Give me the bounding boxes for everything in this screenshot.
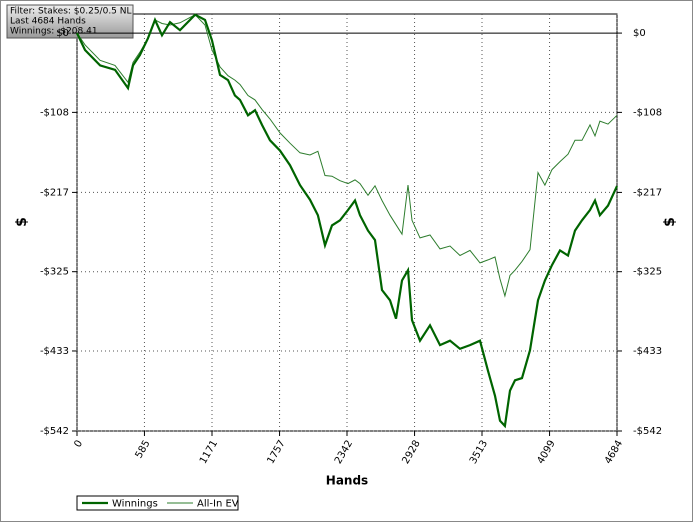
y2-tick-label: $0 — [633, 28, 646, 39]
info-box: Filter: Stakes: $0.25/0.5 NL Last 4684 H… — [6, 4, 134, 39]
y2-tick-label: -$325 — [633, 267, 662, 278]
y-tick-label: -$217 — [40, 187, 69, 198]
y-tick-label: -$433 — [40, 346, 69, 357]
x-tick-label: 1171 — [198, 439, 220, 467]
info-line: Filter: Stakes: $0.25/0.5 NL — [10, 7, 132, 17]
x-tick-label: 4099 — [536, 439, 558, 467]
y-tick-label: -$325 — [40, 267, 69, 278]
y-tick-label: -$542 — [40, 426, 69, 437]
y2-tick-label: -$108 — [633, 107, 662, 118]
y2-tick-label: -$542 — [633, 426, 662, 437]
legend-label: Winnings — [112, 499, 158, 510]
legend-label: All-In EV — [197, 499, 239, 510]
x-tick-label: 2342 — [333, 439, 355, 467]
x-tick-label: 2928 — [401, 439, 423, 467]
y-tick-label: -$108 — [40, 107, 69, 118]
x-tick-label: 4684 — [603, 439, 625, 467]
x-tick-label: 3513 — [468, 439, 490, 467]
y-axis-label: $ — [14, 217, 30, 227]
x-tick-label: 0 — [72, 439, 85, 450]
info-line: Last 4684 Hands — [10, 17, 86, 27]
x-axis-label: Hands — [326, 474, 368, 488]
y2-axis-label: $ — [662, 217, 678, 227]
legend: Winnings All-In EV — [76, 495, 239, 511]
y2-tick-label: -$217 — [633, 187, 662, 198]
legend-box — [76, 495, 239, 511]
info-background — [6, 4, 134, 39]
series-line — [76, 13, 618, 429]
x-tick-label: 585 — [134, 439, 153, 461]
y2-tick-label: -$433 — [633, 346, 662, 357]
x-tick-label: 1757 — [266, 439, 288, 467]
y-tick-label: $0 — [56, 28, 69, 39]
info-line: Winnings: -$208.41 — [10, 27, 98, 37]
series-line — [76, 14, 618, 298]
